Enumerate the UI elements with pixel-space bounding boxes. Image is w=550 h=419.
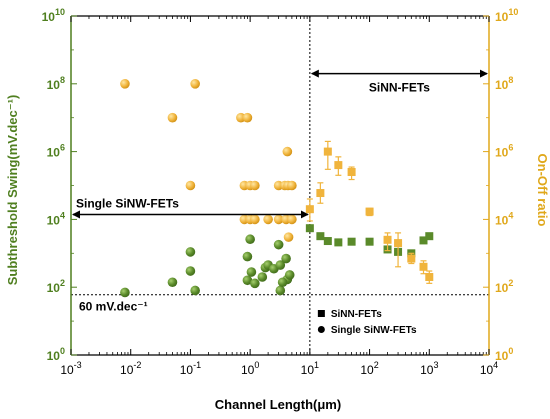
y-axis-title-right: On-Off ratio — [535, 154, 550, 227]
series-3 — [305, 140, 434, 284]
data-circle — [287, 180, 297, 191]
y-axis-title-left: Subthreshold Swing(mV.dec⁻¹) — [5, 95, 20, 286]
data-square — [323, 237, 332, 246]
data-circle — [257, 272, 268, 282]
single-range-label: Single SiNW-FETs — [76, 196, 179, 210]
series-1 — [120, 79, 297, 242]
data-circle — [250, 180, 260, 191]
data-circle — [185, 247, 196, 257]
data-square — [347, 168, 356, 177]
y-tick-label-right: 108 — [495, 75, 513, 92]
x-axis-title: Channel Length(μm) — [215, 397, 341, 412]
data-circle — [273, 239, 284, 250]
legend-label: SiNN-FETs — [331, 309, 382, 320]
x-tick-label: 102 — [360, 360, 378, 377]
legend-marker-square — [317, 310, 325, 317]
x-tick-label: 100 — [241, 360, 259, 377]
data-circle — [120, 287, 130, 298]
ss-limit-label: 60 mV.dec⁻¹ — [79, 300, 148, 314]
data-circle — [283, 232, 294, 242]
data-circle — [275, 260, 286, 270]
data-circle — [281, 253, 291, 264]
data-circle — [263, 214, 273, 225]
data-circle — [242, 275, 253, 286]
data-circle — [287, 214, 297, 225]
data-circle — [250, 214, 260, 225]
x-tick-label: 103 — [420, 360, 438, 377]
data-square — [425, 232, 434, 241]
y-tick-label-right: 100 — [495, 346, 513, 363]
data-circle — [167, 112, 178, 123]
x-tick-label: 104 — [480, 360, 498, 377]
data-circle — [167, 277, 178, 288]
x-tick-label: 10-2 — [120, 360, 141, 377]
data-circle — [242, 112, 253, 123]
data-circle — [275, 285, 286, 296]
data-square — [334, 238, 343, 247]
y-tick-label-right: 104 — [495, 210, 513, 227]
data-square — [316, 232, 325, 241]
data-square — [305, 224, 314, 233]
y-tick-label-left: 106 — [47, 143, 65, 160]
data-square — [334, 161, 343, 170]
y-tick-label-right: 106 — [495, 143, 513, 160]
data-marks — [120, 79, 434, 298]
y-tick-label-left: 104 — [47, 210, 65, 227]
x-tick-label: 10-1 — [180, 360, 201, 377]
data-circle — [185, 180, 196, 191]
data-circle — [242, 251, 253, 262]
y-tick-label-right: 102 — [495, 278, 513, 295]
data-square — [347, 237, 356, 246]
legend-marker-circle — [317, 326, 325, 333]
data-square — [305, 205, 314, 214]
data-square — [365, 237, 374, 246]
data-square — [419, 262, 428, 271]
series-0 — [120, 234, 295, 298]
data-square — [316, 189, 325, 198]
data-circle — [277, 277, 288, 288]
data-square — [419, 236, 428, 245]
data-square — [383, 235, 392, 244]
data-circle — [120, 79, 130, 89]
data-square — [407, 254, 416, 263]
y-tick-label-left: 100 — [47, 346, 65, 363]
data-circle — [282, 146, 293, 157]
data-circle — [284, 270, 295, 280]
y-tick-label-right: 1010 — [495, 7, 518, 24]
legend-label: Single SiNW-FETs — [331, 325, 417, 336]
y-tick-label-left: 102 — [47, 278, 65, 295]
data-square — [394, 239, 403, 248]
data-circle — [245, 234, 255, 245]
data-square — [425, 272, 434, 281]
series-2 — [305, 224, 434, 258]
data-square — [365, 207, 374, 216]
data-circle — [250, 278, 260, 289]
data-circle — [190, 285, 200, 296]
data-circle — [246, 267, 257, 277]
x-tick-label: 10-3 — [60, 360, 81, 377]
y-tick-label-left: 1010 — [42, 7, 65, 24]
sinn-range-label: SiNN-FETs — [369, 81, 430, 95]
y-tick-label-left: 108 — [47, 75, 65, 92]
data-circle — [190, 79, 200, 89]
annotations: SiNN-FETs Single SiNW-FETs 60 mV.dec⁻¹ SiNN… — [72, 69, 488, 336]
data-circle — [185, 266, 196, 276]
x-tick-label: 101 — [301, 360, 319, 377]
legend: SiNN-FETs Single SiNW-FETs — [317, 309, 417, 336]
data-square — [323, 147, 332, 156]
